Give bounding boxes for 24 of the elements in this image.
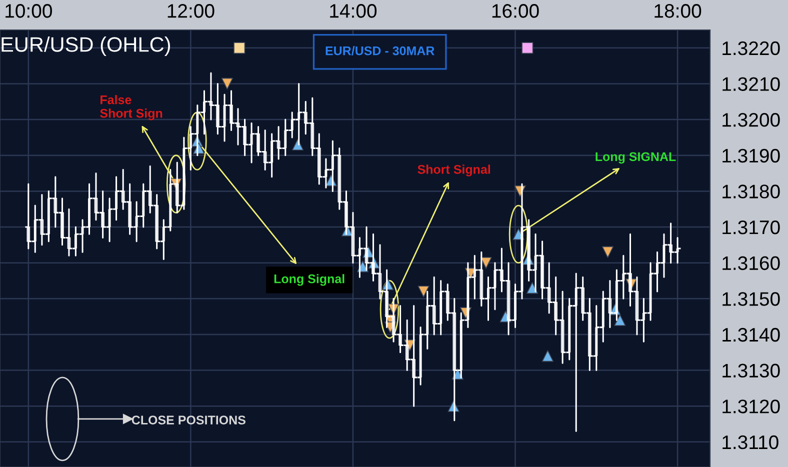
y-tick-label: 1.3210 — [722, 77, 780, 91]
y-tick-label: 1.3180 — [722, 184, 780, 198]
annotation: Long SIGNAL — [596, 152, 676, 164]
y-tick-label: 1.3220 — [722, 41, 780, 56]
y-tick-label: 1.3150 — [722, 292, 780, 306]
y-tick-label: 1.3130 — [722, 364, 780, 378]
x-tick-label: 14:00 — [330, 4, 377, 18]
y-tick-label: 1.3120 — [722, 400, 780, 414]
y-tick-label: 1.3160 — [722, 256, 780, 270]
annotation: Short Signal — [418, 164, 490, 176]
annotation: False Short Sign — [100, 95, 162, 120]
x-tick-label: 16:00 — [492, 4, 539, 18]
annotation: CLOSE POSITIONS — [132, 416, 246, 424]
annotation: Long Signal — [274, 274, 344, 286]
y-tick-label: 1.3190 — [722, 148, 780, 163]
x-tick-label: 18:00 — [654, 4, 702, 18]
y-tick-label: 1.3140 — [722, 328, 780, 342]
y-tick-label: 1.3110 — [722, 435, 778, 450]
chart-title: EUR/USD (OHLC) — [2, 36, 170, 56]
y-tick-label: 1.3170 — [722, 220, 780, 234]
text: EUR/USD - 30MAR — [326, 46, 434, 56]
y-tick-label: 1.3200 — [722, 113, 780, 127]
x-tick-label: 12:00 — [168, 4, 214, 18]
x-tick-label: 10:00 — [6, 4, 52, 18]
